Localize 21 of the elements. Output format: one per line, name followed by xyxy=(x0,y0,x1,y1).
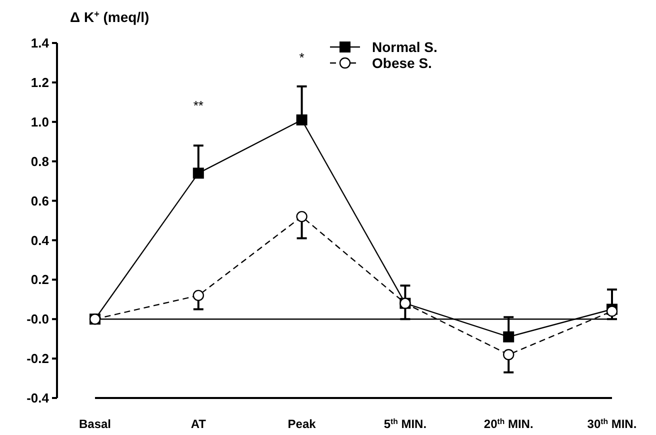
annotation: ** xyxy=(193,98,204,113)
y-tick-label: 0.4 xyxy=(30,232,50,248)
x-tick-label: Peak xyxy=(288,417,316,431)
x-tick-label: AT xyxy=(190,417,207,431)
legend-label: Obese S. xyxy=(372,54,432,71)
y-tick-label: 1.2 xyxy=(30,74,49,90)
annotation: * xyxy=(299,50,304,65)
x-tick-label: 5$^{th}$ MIN. xyxy=(384,416,427,431)
y-tick-label: -0.2 xyxy=(26,351,49,366)
y-tick-label: -0.0 xyxy=(26,312,49,327)
x-tick-label: 20$^{th}$ MIN. xyxy=(484,416,534,431)
y-tick-label: 1.4 xyxy=(30,36,50,51)
legend-label: Normal S. xyxy=(372,38,438,55)
y-tick-label: 0.2 xyxy=(30,272,49,288)
y-axis-title: Δ K$^{+}$ (meq/l) xyxy=(70,9,150,25)
y-tick-label: 1.0 xyxy=(30,114,49,130)
x-tick-label: 30$^{th}$ MIN. xyxy=(587,416,637,431)
y-tick-label: 0.8 xyxy=(30,154,49,169)
y-tick-label: 0.6 xyxy=(30,193,49,208)
y-tick-label: -0.4 xyxy=(26,390,50,406)
x-tick-label: Basal xyxy=(78,417,112,431)
